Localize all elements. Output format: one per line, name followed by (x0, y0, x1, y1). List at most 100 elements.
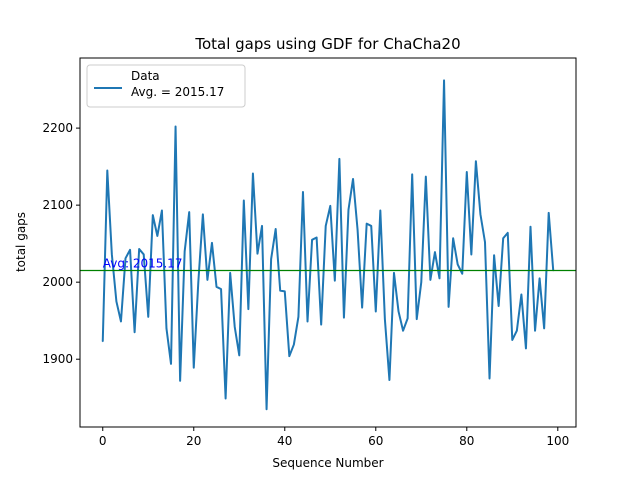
data-point (261, 225, 263, 227)
y-tick-label: 2000 (42, 275, 73, 289)
data-point (411, 173, 413, 175)
data-point (375, 310, 377, 313)
data-point (288, 355, 290, 357)
data-point (457, 263, 459, 266)
data-point (270, 258, 272, 260)
data-point (388, 379, 391, 381)
y-tick-label: 1900 (42, 352, 73, 366)
data-point (361, 306, 363, 309)
data-point (102, 340, 104, 343)
data-point (174, 125, 177, 128)
data-point (325, 225, 327, 227)
data-point (493, 254, 495, 256)
x-tick-label: 20 (186, 434, 201, 448)
data-point (197, 281, 199, 283)
data-point (152, 214, 154, 216)
x-tick-label: 0 (99, 434, 107, 448)
data-point (543, 327, 545, 329)
data-point (343, 317, 345, 319)
data-point (252, 172, 254, 175)
legend-entry-average: Avg. = 2015.17 (131, 85, 224, 99)
average-annotation: Avg: 2015.17 (103, 256, 183, 270)
data-point (438, 277, 441, 279)
data-point (379, 209, 381, 212)
series-line-data (101, 79, 555, 411)
data-point (334, 280, 336, 282)
data-point (220, 288, 222, 290)
data-point (488, 377, 491, 380)
data-point (352, 178, 354, 180)
data-point (320, 323, 322, 326)
data-point (475, 160, 477, 162)
data-point (416, 318, 418, 320)
legend-entry-data: Data (131, 69, 160, 83)
data-point (206, 279, 209, 281)
data-point (366, 223, 368, 225)
data-point (402, 330, 404, 332)
data-point (165, 327, 168, 329)
data-point (243, 199, 245, 202)
data-point (525, 347, 527, 350)
data-point (511, 339, 513, 341)
plot-frame (79, 57, 577, 428)
x-tick-label: 80 (459, 434, 474, 448)
data-point (498, 305, 500, 307)
data-point (520, 293, 522, 296)
data-point (111, 253, 113, 256)
data-point (452, 237, 454, 239)
data-point (356, 229, 359, 231)
legend: Data Avg. = 2015.17 (86, 64, 246, 108)
data-point (156, 235, 158, 237)
data-point (284, 290, 286, 293)
data-point (384, 318, 386, 320)
data-point (407, 317, 409, 319)
data-point (234, 326, 236, 328)
data-point (502, 237, 504, 239)
data-point (370, 225, 372, 227)
data-point (161, 209, 163, 212)
y-tick-label: 2100 (42, 198, 73, 212)
data-point (548, 212, 550, 214)
data-point (193, 367, 195, 369)
data-point (347, 209, 350, 211)
data-point (138, 248, 140, 250)
data-point (225, 397, 227, 400)
data-point (238, 354, 240, 356)
data-point (338, 158, 340, 160)
data-point (106, 169, 108, 172)
y-tick-label: 2200 (42, 121, 73, 135)
data-point (202, 213, 204, 215)
data-point (302, 191, 304, 193)
y-axis-label: total gaps (14, 212, 28, 272)
data-point (265, 408, 268, 410)
data-point (211, 242, 213, 244)
data-point (507, 232, 509, 234)
data-point (124, 257, 127, 259)
data-point (170, 363, 172, 365)
data-point (434, 251, 436, 253)
data-point (534, 330, 536, 332)
data-point (279, 290, 281, 292)
data-point (297, 316, 300, 318)
data-point (516, 330, 518, 332)
data-point (484, 241, 486, 243)
data-point (134, 331, 136, 333)
data-point (229, 272, 231, 274)
data-point (275, 228, 277, 230)
x-tick-label: 100 (546, 434, 569, 448)
data-point (529, 226, 532, 228)
data-point (306, 320, 309, 323)
data-point (329, 205, 331, 207)
data-point (425, 176, 427, 178)
data-point (147, 316, 149, 318)
chart-title: Total gaps using GDF for ChaCha20 (194, 35, 460, 53)
data-point (188, 211, 190, 213)
x-axis-label: Sequence Number (272, 456, 383, 470)
data-point (316, 236, 318, 239)
data-point (393, 272, 395, 274)
data-point (538, 277, 541, 279)
data-point (256, 253, 259, 255)
data-point (184, 250, 186, 252)
data-point (143, 253, 145, 256)
